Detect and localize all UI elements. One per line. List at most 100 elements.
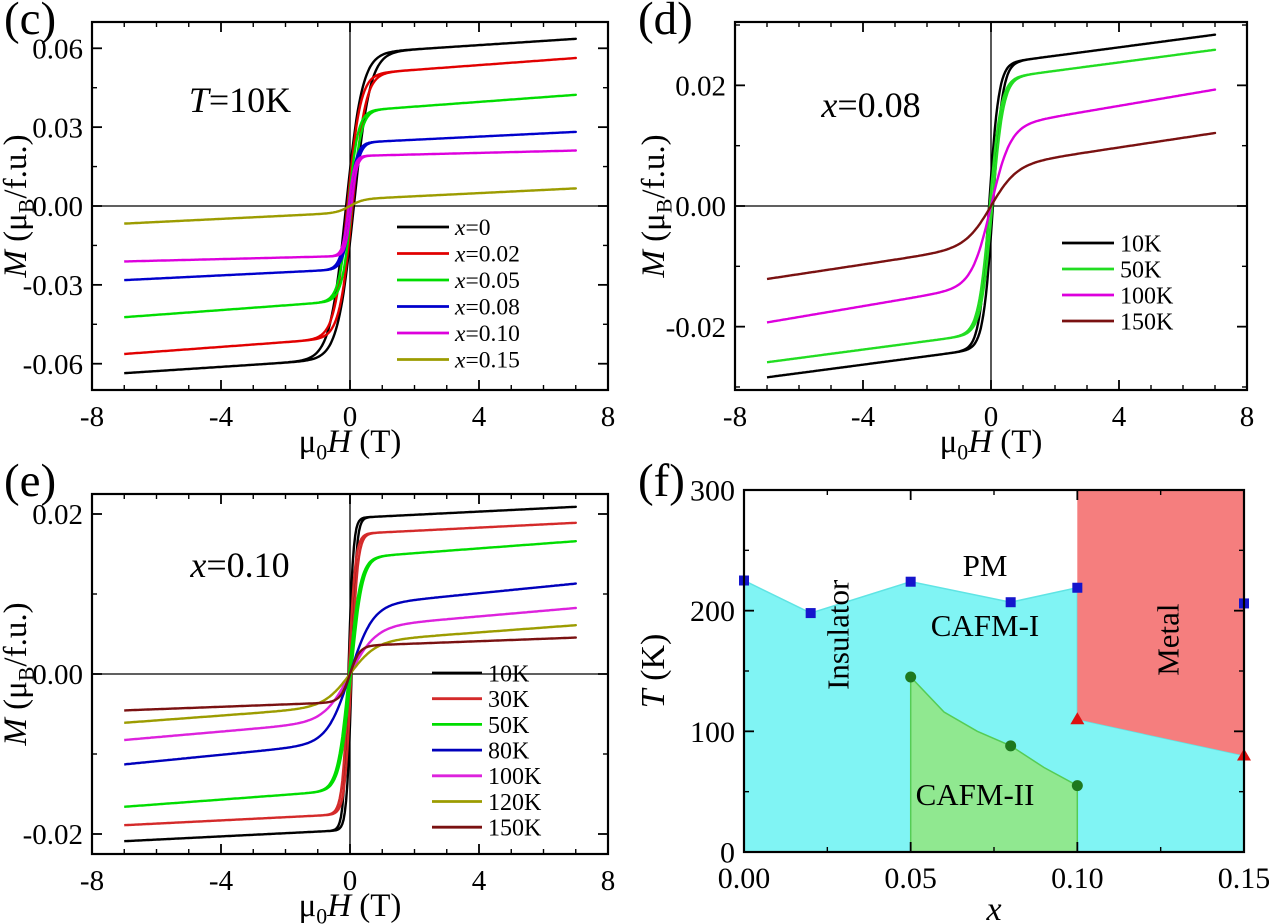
- region-Metal: [1077, 490, 1244, 756]
- x-tick-label: -8: [80, 865, 104, 897]
- legend-label-150K: 150K: [1120, 309, 1174, 335]
- neel-temperature-squares-marker: [1005, 597, 1016, 608]
- phase-label-CAFM-I: CAFM-I: [931, 608, 1040, 643]
- panel-annotation: T=10K: [189, 80, 291, 120]
- legend-label-x=0.10: x=0.10: [454, 321, 520, 347]
- neel-temperature-squares-marker: [1072, 582, 1083, 593]
- phase-label-Metal: Metal: [1150, 603, 1185, 675]
- phase-label-PM: PM: [963, 548, 1008, 583]
- panel-f-letter: (f): [638, 455, 685, 507]
- x-axis-label: μ0H (T): [299, 888, 402, 924]
- x-tick-label: 8: [601, 401, 616, 433]
- y-tick-label: 200: [690, 595, 735, 628]
- series-curve-100K: [766, 88, 1217, 324]
- phase-label-CAFM-II: CAFM-II: [916, 777, 1035, 812]
- y-axis-label: M (μB/f.u.): [0, 134, 38, 278]
- y-tick-label: 0.03: [32, 112, 83, 144]
- series-curve-50K: [766, 48, 1217, 364]
- panel-d-letter: (d): [638, 0, 693, 45]
- legend-label-80K: 80K: [488, 739, 530, 765]
- series-curve-150K: [766, 131, 1217, 281]
- y-tick-label: -0.02: [666, 312, 726, 344]
- metal-insulator-triangles-marker: [1070, 712, 1085, 725]
- legend-label-50K: 50K: [1120, 257, 1162, 283]
- y-axis-label: M (μB/f.u.): [0, 602, 38, 746]
- y-tick-label: 300: [690, 475, 735, 508]
- legend-label-x=0: x=0: [454, 215, 490, 241]
- cafm2-transition-circles-marker: [1005, 740, 1017, 752]
- y-tick-label: 0.00: [675, 191, 726, 223]
- x-tick-label: 0.15: [1218, 862, 1269, 895]
- cafm2-transition-circles-marker: [1071, 780, 1083, 792]
- panel-annotation: x=0.10: [189, 545, 289, 585]
- legend-label-x=0.02: x=0.02: [454, 242, 520, 268]
- y-tick-label: 0: [720, 837, 735, 870]
- y-axis-label: T (K): [635, 634, 672, 709]
- legend-label-x=0.15: x=0.15: [454, 348, 520, 374]
- x-tick-label: 0.10: [1051, 862, 1104, 895]
- legend-label-10K: 10K: [488, 661, 530, 687]
- legend-label-30K: 30K: [488, 687, 530, 713]
- panel-f-plot: 0.00 0.05 0.10 0.15 0 100 200 300 x T (K) Insulato…: [635, 475, 1269, 924]
- panel-d-mh-loops-x008: (d) -8 -4 0 4 8 0.02 0.00 -0.02 μ0H (T) M (μB/f.u…: [634, 0, 1269, 464]
- legend-label-100K: 100K: [488, 764, 542, 790]
- x-tick-label: -8: [80, 401, 104, 433]
- panel-e-mh-loops-x010: (e) -8 -4 0 4 8 0.02 0.00 -0.02 μ0H (T) M (μB/f.u…: [0, 455, 635, 924]
- series-curve-x=0.08: [124, 130, 577, 282]
- x-axis-label: μ0H (T): [299, 424, 402, 464]
- phase-label-Insulator: Insulator: [820, 579, 855, 690]
- cafm2-transition-circles-marker: [905, 671, 917, 683]
- panel-e-plot: -8 -4 0 4 8 0.02 0.00 -0.02 μ0H (T) M (μB/f.u.) x=…: [0, 492, 616, 924]
- series-curve-10K: [124, 505, 577, 843]
- series-curve-x=0.15: [124, 187, 577, 225]
- y-axis-label: M (μB/f.u.): [636, 134, 676, 278]
- panel-c-plot: -8 -4 0 4 8 0.06 0.03 0.00 -0.03 -0.06 μ0H (T) M (μ…: [0, 20, 616, 464]
- x-tick-label: -8: [723, 401, 747, 433]
- x-axis-label: x: [985, 891, 1001, 924]
- panel-f-phase-diagram: (f) 0.00 0.05 0.10 0.15 0 100 200 300 x T (K) Insu…: [634, 455, 1269, 924]
- x-tick-label: 0: [343, 865, 358, 897]
- x-tick-label: 0.05: [884, 862, 937, 895]
- series-curve-x=0.02: [124, 56, 577, 356]
- series-curve-50K: [124, 540, 577, 808]
- x-axis-label: μ0H (T): [940, 424, 1043, 464]
- x-tick-label: -4: [851, 401, 876, 433]
- series-curve-100K: [124, 606, 577, 742]
- series-curve-10K: [766, 33, 1217, 379]
- x-tick-label: 0.00: [718, 862, 771, 895]
- y-tick-label: -0.02: [23, 819, 83, 851]
- panel-d-plot: -8 -4 0 4 8 0.02 0.00 -0.02 μ0H (T) M (μB/f.u.) x=…: [636, 20, 1255, 464]
- legend-label-10K: 10K: [1120, 231, 1162, 257]
- y-tick-label: -0.06: [23, 349, 83, 381]
- neel-temperature-squares-marker: [905, 576, 916, 587]
- legend-label-150K: 150K: [488, 816, 542, 842]
- x-tick-label: 0: [984, 401, 999, 433]
- y-tick-label: 0.06: [32, 33, 83, 65]
- series-curve-x=0: [124, 37, 577, 375]
- series-curve-150K: [124, 636, 577, 712]
- x-tick-label: 4: [472, 865, 487, 897]
- legend-label-x=0.08: x=0.08: [454, 295, 520, 321]
- x-tick-label: 8: [601, 865, 616, 897]
- x-tick-label: -4: [209, 401, 234, 433]
- series-curve-80K: [124, 582, 577, 766]
- x-tick-label: 0: [343, 401, 358, 433]
- legend-label-120K: 120K: [488, 790, 542, 816]
- y-tick-label: 0.02: [675, 70, 726, 102]
- x-tick-label: 8: [1240, 401, 1255, 433]
- series-curve-120K: [124, 624, 577, 724]
- y-tick-label: 0.02: [32, 499, 83, 531]
- panel-c-mh-loops-t10k: (c) -8 -4 0 4 8 0.06 0.03 0.00 -0.03 -0.06 μ0H (T)…: [0, 0, 635, 464]
- series-curve-x=0.05: [124, 93, 577, 319]
- panel-c-letter: (c): [4, 0, 57, 45]
- legend-label-x=0.05: x=0.05: [454, 268, 520, 294]
- legend-label-50K: 50K: [488, 713, 530, 739]
- legend-label-100K: 100K: [1120, 283, 1174, 309]
- neel-temperature-squares-marker: [805, 608, 816, 619]
- panel-annotation: x=0.08: [820, 85, 920, 125]
- x-tick-label: 4: [472, 401, 487, 433]
- x-tick-label: -4: [209, 865, 234, 897]
- series-curve-30K: [124, 521, 577, 827]
- y-tick-label: 100: [690, 716, 735, 749]
